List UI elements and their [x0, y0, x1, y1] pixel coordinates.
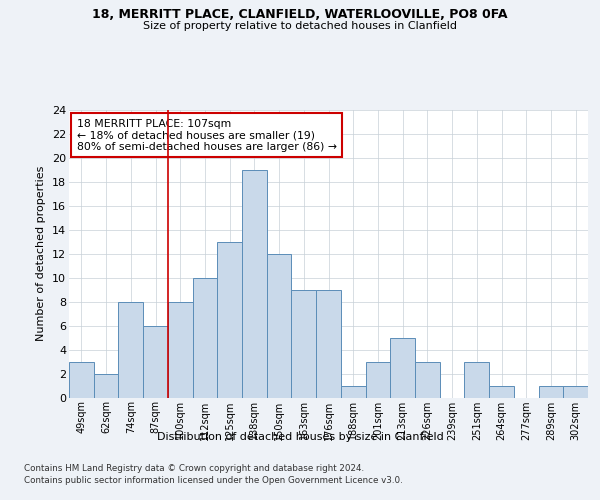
Bar	[539, 386, 563, 398]
Bar	[267, 254, 292, 398]
Bar	[242, 170, 267, 398]
Bar	[365, 362, 390, 398]
Bar	[118, 302, 143, 398]
Bar	[415, 362, 440, 398]
Bar	[69, 362, 94, 398]
Bar	[341, 386, 365, 398]
Bar	[217, 242, 242, 398]
Bar	[292, 290, 316, 398]
Bar	[563, 386, 588, 398]
Bar	[489, 386, 514, 398]
Y-axis label: Number of detached properties: Number of detached properties	[37, 166, 46, 342]
Text: Contains public sector information licensed under the Open Government Licence v3: Contains public sector information licen…	[24, 476, 403, 485]
Bar	[464, 362, 489, 398]
Text: Contains HM Land Registry data © Crown copyright and database right 2024.: Contains HM Land Registry data © Crown c…	[24, 464, 364, 473]
Bar	[316, 290, 341, 398]
Text: Size of property relative to detached houses in Clanfield: Size of property relative to detached ho…	[143, 21, 457, 31]
Text: 18, MERRITT PLACE, CLANFIELD, WATERLOOVILLE, PO8 0FA: 18, MERRITT PLACE, CLANFIELD, WATERLOOVI…	[92, 8, 508, 20]
Bar	[143, 326, 168, 398]
Bar	[168, 302, 193, 398]
Text: 18 MERRITT PLACE: 107sqm
← 18% of detached houses are smaller (19)
80% of semi-d: 18 MERRITT PLACE: 107sqm ← 18% of detach…	[77, 118, 337, 152]
Bar	[390, 338, 415, 398]
Bar	[193, 278, 217, 398]
Bar	[94, 374, 118, 398]
Text: Distribution of detached houses by size in Clanfield: Distribution of detached houses by size …	[157, 432, 443, 442]
